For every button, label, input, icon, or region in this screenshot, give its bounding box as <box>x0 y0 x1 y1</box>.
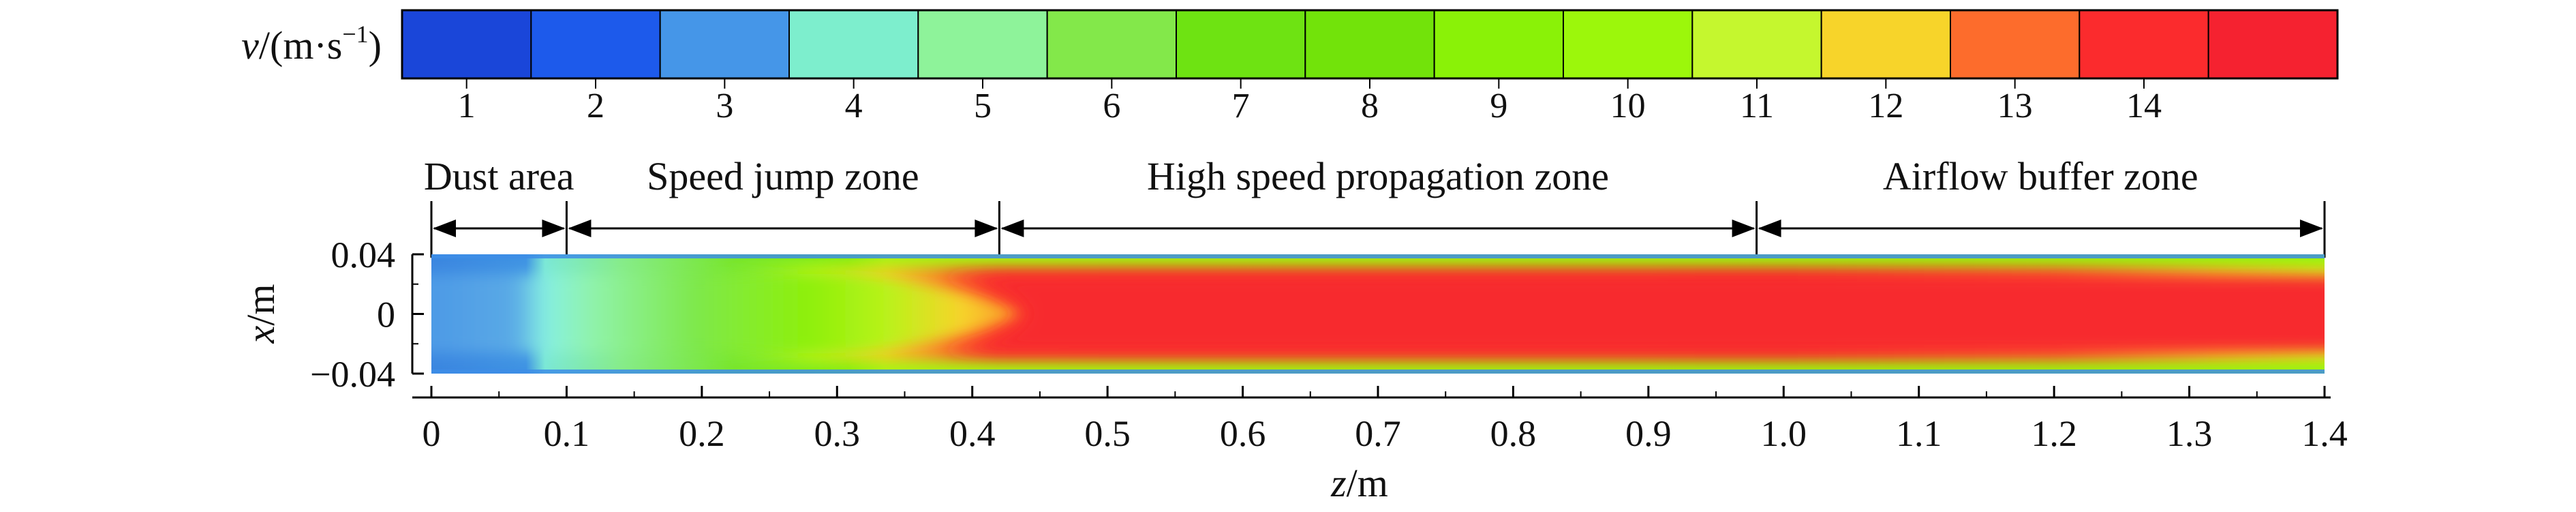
colorbar-tick-label: 8 <box>1361 87 1379 125</box>
zone-arrow-head-left <box>1000 220 1024 237</box>
y-axis-label: x/m <box>239 284 283 344</box>
colorbar-cell <box>1046 10 1177 79</box>
y-axis-ticks: 0.04 0 −0.04 <box>310 235 424 395</box>
field-core-high-speed <box>940 276 2325 351</box>
colorbar-cell <box>1950 10 2081 79</box>
wall-layer-bottom <box>431 370 2325 374</box>
colorbar-cell <box>659 10 791 79</box>
colorbar-tick-label: 4 <box>845 87 863 125</box>
colorbar-tick-label: 9 <box>1490 87 1507 125</box>
colorbar-title-unit: /(m·s <box>259 23 342 67</box>
colorbar-tick-label: 2 <box>587 87 604 125</box>
zone-label: Airflow buffer zone <box>1883 154 2198 198</box>
x-axis-label: z/m <box>1330 461 1388 505</box>
colorbar-cell <box>1433 10 1565 79</box>
x-tick-label: 1.4 <box>2301 413 2348 454</box>
zone-label: Speed jump zone <box>647 154 919 198</box>
velocity-field <box>431 254 2325 374</box>
colorbar-cell <box>788 10 919 79</box>
zone-arrow-head-right <box>1732 220 1755 237</box>
colorbar-title-exponent: −1 <box>342 20 368 48</box>
x-axis-label-variable: z <box>1330 461 1347 505</box>
wall-layer-top <box>431 254 2325 258</box>
x-axis-label-unit: /m <box>1347 461 1388 505</box>
colorbar-cell <box>1563 10 1693 79</box>
colorbar-tick-label: 13 <box>1997 87 2033 125</box>
zone-label: High speed propagation zone <box>1147 154 1609 198</box>
x-tick-label: 0.5 <box>1084 413 1131 454</box>
colorbar-title-close: ) <box>369 23 382 67</box>
colorbar: 1 2 3 4 5 6 7 8 9 10 11 12 13 14 v/(m·s−1) <box>241 9 2339 125</box>
x-tick-label: 0.9 <box>1625 413 1672 454</box>
contour-plot: 0 0.1 0.2 0.3 0.4 0.5 0.6 0.7 0.8 0.9 1.0 1.1 1.2 1.3… <box>239 235 2348 505</box>
colorbar-tick-label: 3 <box>716 87 733 125</box>
colorbar-cell <box>1304 10 1435 79</box>
zone-arrow-head-left <box>568 220 592 237</box>
x-tick-label: 0 <box>423 413 441 454</box>
x-tick-label: 0.2 <box>679 413 725 454</box>
colorbar-tick-labels: 1 2 3 4 5 6 7 8 9 10 11 12 13 14 <box>458 78 2162 125</box>
y-tick-label: −0.04 <box>310 354 395 395</box>
zone-arrow-head-right <box>542 220 566 237</box>
colorbar-cell <box>917 10 1048 79</box>
colorbar-cell <box>401 10 532 79</box>
field-core-inlet <box>431 274 1029 353</box>
zone-arrow-head-right <box>975 220 998 237</box>
colorbar-cell <box>1176 10 1306 79</box>
y-axis-label-variable: x <box>239 325 283 344</box>
x-tick-label: 0.8 <box>1490 413 1537 454</box>
colorbar-tick-label: 12 <box>1868 87 1903 125</box>
zone-label: Dust area <box>424 154 574 198</box>
x-axis-ticks: 0 0.1 0.2 0.3 0.4 0.5 0.6 0.7 0.8 0.9 1.0 1.1 1.2 1.3… <box>423 386 2348 454</box>
colorbar-tick-label: 1 <box>458 87 476 125</box>
colorbar-cell <box>2079 10 2209 79</box>
y-tick-label: 0.04 <box>331 235 396 275</box>
x-tick-label: 1.3 <box>2166 413 2213 454</box>
x-tick-label: 1.2 <box>2031 413 2077 454</box>
x-tick-label: 0.6 <box>1220 413 1266 454</box>
colorbar-cells <box>401 10 2339 79</box>
colorbar-tick-label: 11 <box>1740 87 1774 125</box>
x-tick-label: 1.1 <box>1896 413 1942 454</box>
x-tick-label: 0.7 <box>1355 413 1401 454</box>
y-tick-label: 0 <box>377 295 395 335</box>
y-axis-label-unit: /m <box>239 284 283 326</box>
x-tick-label: 0.1 <box>544 413 590 454</box>
colorbar-cell <box>1691 10 1822 79</box>
x-tick-label: 1.0 <box>1761 413 1807 454</box>
colorbar-title: v/(m·s−1) <box>241 20 382 67</box>
colorbar-tick-label: 5 <box>974 87 992 125</box>
zone-arrow-head-right <box>2300 220 2323 237</box>
colorbar-tick-label: 14 <box>2126 87 2162 125</box>
colorbar-cell <box>1820 10 1952 79</box>
colorbar-title-variable: v <box>241 23 259 67</box>
x-tick-label: 0.4 <box>949 413 996 454</box>
zone-arrow-head-left <box>433 220 456 237</box>
zone-arrow-head-left <box>1758 220 1781 237</box>
colorbar-tick-label: 6 <box>1103 87 1120 125</box>
colorbar-cell <box>530 10 661 79</box>
colorbar-cell <box>2207 10 2339 79</box>
zone-annotations: Dust area Speed jump zone High speed propa… <box>424 154 2326 258</box>
colorbar-tick-label: 10 <box>1610 87 1646 125</box>
x-tick-label: 0.3 <box>814 413 861 454</box>
colorbar-tick-label: 7 <box>1232 87 1250 125</box>
